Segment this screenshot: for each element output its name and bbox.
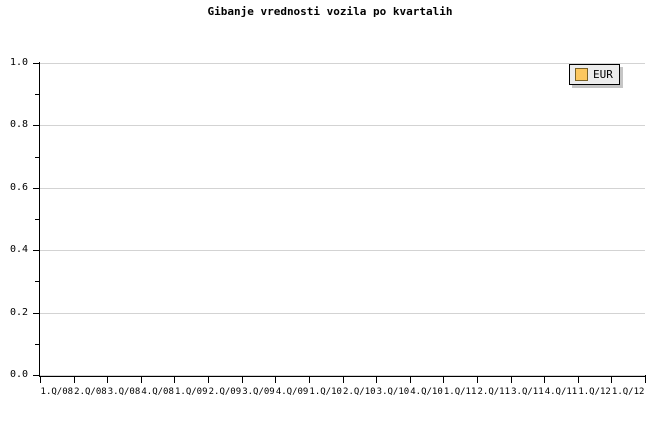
x-axis-tick <box>611 377 612 383</box>
x-axis-line <box>39 375 646 377</box>
y-axis-tick-minor <box>35 281 39 283</box>
y-axis-label: 0.8 <box>9 119 28 131</box>
legend-swatch-eur <box>575 68 588 81</box>
x-axis-tick <box>141 377 142 383</box>
y-axis-tick-minor <box>35 156 39 158</box>
x-axis-tick <box>74 377 75 383</box>
y-axis-tick-major <box>33 125 39 127</box>
x-axis-tick <box>511 377 512 383</box>
x-axis-tick <box>242 377 243 383</box>
y-axis-tick-major <box>33 375 39 376</box>
x-axis-label: 3.Q/10 <box>376 387 410 397</box>
gridline-horizontal <box>40 187 645 189</box>
x-axis-tick <box>208 377 209 383</box>
y-axis-tick-major <box>33 63 39 64</box>
y-axis-label: 0.2 <box>9 306 28 318</box>
x-axis-label: 3.Q/08 <box>107 387 141 397</box>
x-axis-label: 2.Q/10 <box>343 387 376 397</box>
y-axis-line <box>39 62 40 376</box>
x-axis-tick <box>578 377 579 383</box>
y-axis-tick-major <box>33 312 39 314</box>
x-axis-label: 3.Q/09 <box>242 387 275 397</box>
x-axis-label: 4.Q/10 <box>410 387 443 397</box>
y-axis-label: 1.0 <box>9 57 28 68</box>
plot-area <box>40 63 645 376</box>
x-axis-tick <box>343 377 344 383</box>
y-axis-tick-minor <box>35 343 39 345</box>
x-axis-tick <box>309 377 310 383</box>
x-axis-tick <box>275 377 276 383</box>
gridline-horizontal <box>40 63 645 64</box>
x-axis-label: 2.Q/11 <box>477 387 511 397</box>
y-axis-label: 0.6 <box>9 181 28 193</box>
gridline-horizontal <box>40 375 645 376</box>
chart-legend[interactable]: EUR <box>569 64 620 85</box>
y-axis-tick-minor <box>35 219 39 220</box>
x-axis-label: 1.Q/12 <box>611 387 645 397</box>
gridline-horizontal <box>40 125 645 127</box>
y-axis-tick-major <box>33 187 39 189</box>
x-axis-tick <box>174 377 175 383</box>
x-axis-tick <box>376 377 377 383</box>
x-axis-tick <box>477 377 478 383</box>
y-axis-label: 0.4 <box>9 244 28 256</box>
x-axis-label: 3.Q/11 <box>511 387 544 397</box>
x-axis-tick <box>544 377 545 383</box>
x-axis-label: 4.Q/11 <box>544 387 578 397</box>
x-axis-label: 1.Q/11 <box>443 387 477 397</box>
x-axis-tick <box>107 377 108 383</box>
x-axis-label: 2.Q/08 <box>74 387 107 397</box>
x-axis-tick <box>443 377 444 383</box>
gridline-horizontal <box>40 312 645 314</box>
y-axis-tick-major <box>33 250 39 252</box>
x-axis-tick <box>40 377 41 383</box>
x-axis-label: 4.Q/09 <box>275 387 309 397</box>
x-axis-tick <box>410 377 411 383</box>
x-axis-label: 1.Q/12 <box>578 387 611 397</box>
x-axis-tick <box>645 377 646 383</box>
x-axis-label: 1.Q/09 <box>174 387 208 397</box>
y-axis-label: 0.0 <box>9 369 28 380</box>
x-axis-label: 2.Q/09 <box>208 387 242 397</box>
x-axis-label: 4.Q/08 <box>141 387 174 397</box>
x-axis-label: 1.Q/10 <box>309 387 342 397</box>
chart-title: Gibanje vrednosti vozila po kvartalih <box>207 5 453 18</box>
legend-label-eur: EUR <box>593 68 613 81</box>
y-axis-tick-minor <box>35 94 39 96</box>
x-axis-label: 1.Q/08 <box>40 387 74 397</box>
gridline-horizontal <box>40 250 645 252</box>
